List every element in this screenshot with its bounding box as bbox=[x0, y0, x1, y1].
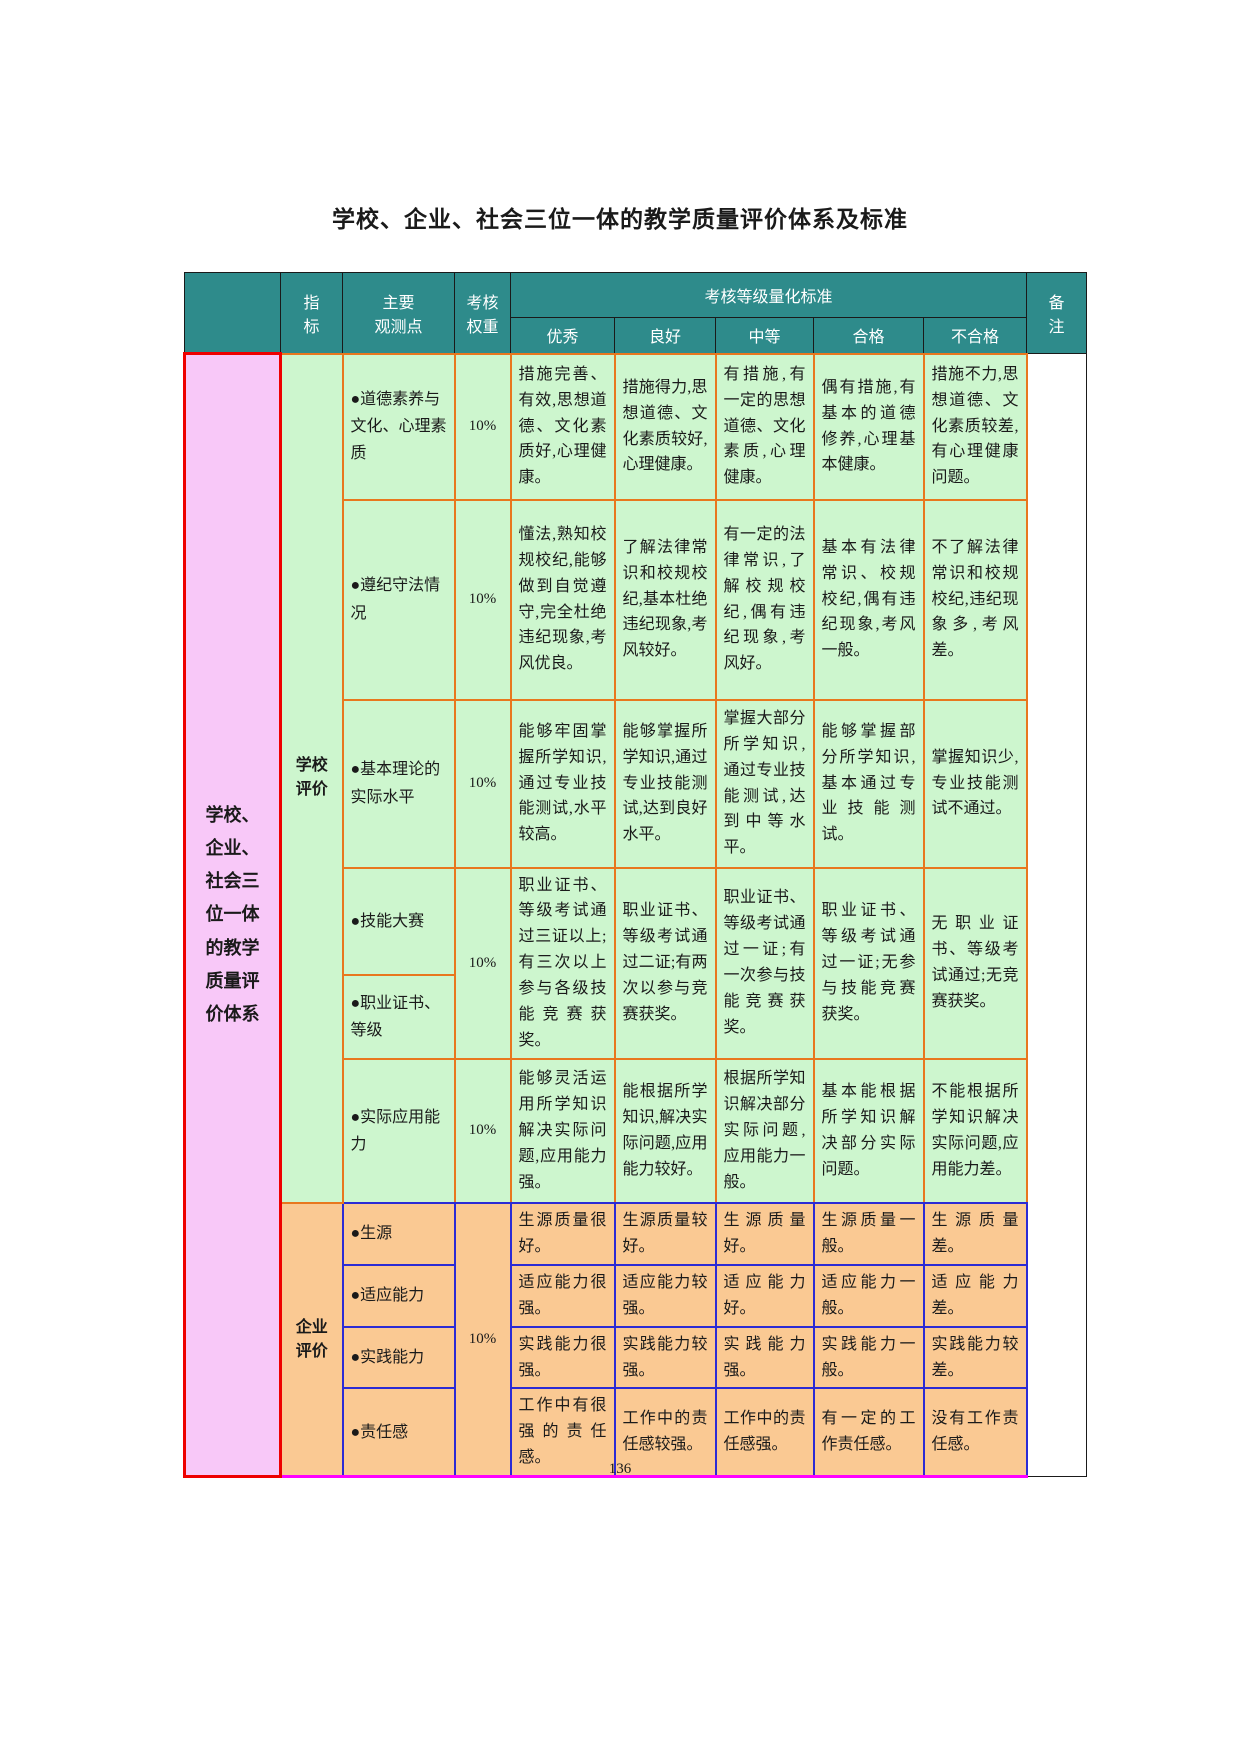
school-row-discipline: ●遵纪守法情况 10% 懂法,熟知校规校纪,能够做到自觉遵守,完全杜绝违纪现象,… bbox=[185, 498, 1087, 701]
desc-pass: 能够掌握部分所学知识,基本通过专业技能测试。 bbox=[812, 698, 925, 869]
weight-cell: 10% bbox=[453, 1201, 512, 1479]
desc-pass: 基本有法律常识、校规校纪,偶有违纪现象,考风一般。 bbox=[812, 498, 925, 701]
desc-fail: 没有工作责任感。 bbox=[922, 1387, 1028, 1479]
enterprise-row-adaptability: ●适应能力 适应能力很强。 适应能力较强。 适应能力好。 适应能力一般。 适应能… bbox=[185, 1263, 1087, 1328]
desc-medium: 职业证书、等级考试通过一证;有一次参与技能竞赛获奖。 bbox=[714, 866, 815, 1060]
evaluation-table: 指 标 主要 观测点 考核 权重 考核等级量化标准 备 注 优秀 良好 中等 合… bbox=[183, 272, 1088, 1479]
system-label-cell: 学校、 企业、 社会三 位一体 的教学 质量评 价体系 bbox=[183, 351, 282, 1479]
obs-cell: ●职业证书、等级 bbox=[341, 973, 456, 1060]
desc-excellent: 措施完善、有效,思想道德、文化素质好,心理健康。 bbox=[509, 352, 616, 501]
desc-good: 适应能力较强。 bbox=[613, 1263, 717, 1328]
desc-medium: 实践能力强。 bbox=[714, 1325, 815, 1390]
school-row-application: ●实际应用能力 10% 能够灵活运用所学知识解决实际问题,应用能力强。 能根据所… bbox=[185, 1057, 1087, 1204]
header-corner-cell bbox=[184, 272, 281, 354]
obs-cell: ●实际应用能力 bbox=[341, 1057, 456, 1204]
obs-cell: ●生源 bbox=[341, 1201, 456, 1266]
school-row-skills-competition: ●技能大赛 10% 职业证书、等级考试通过三证以上;有三次以上参与各级技能竞赛获… bbox=[185, 866, 1087, 1060]
desc-medium: 根据所学知识解决部分实际问题,应用能力一般。 bbox=[714, 1057, 815, 1204]
desc-good: 了解法律常识和校规校纪,基本杜绝违纪现象,考风较好。 bbox=[613, 498, 717, 701]
weight-cell: 10% bbox=[453, 352, 512, 501]
desc-good: 能够掌握所学知识,通过专业技能测试,达到良好水平。 bbox=[613, 698, 717, 869]
grade-header-medium: 中等 bbox=[715, 317, 814, 354]
desc-fail: 生源质量差。 bbox=[922, 1201, 1028, 1266]
school-row-certificates: ●职业证书、等级 bbox=[185, 973, 1087, 1060]
desc-pass: 偶有措施,有基本的道德修养,心理基本健康。 bbox=[812, 352, 925, 501]
desc-pass: 有一定的工作责任感。 bbox=[812, 1387, 925, 1479]
desc-pass: 基本能根据所学知识解决部分实际问题。 bbox=[812, 1057, 925, 1204]
desc-excellent: 生源质量很好。 bbox=[509, 1201, 616, 1266]
desc-pass: 职业证书、等级考试通过一证;无参与技能竞赛获奖。 bbox=[812, 866, 925, 1060]
school-row-moral: 学校、 企业、 社会三 位一体 的教学 质量评 价体系 学校 评价 ●道德素养与… bbox=[183, 351, 1088, 1479]
desc-pass: 生源质量一般。 bbox=[812, 1201, 925, 1266]
desc-excellent: 懂法,熟知校规校纪,能够做到自觉遵守,完全杜绝违纪现象,考风优良。 bbox=[509, 498, 616, 701]
obs-cell: ●技能大赛 bbox=[341, 866, 456, 976]
desc-fail: 措施不力,思想道德、文化素质较差,有心理健康问题。 bbox=[922, 352, 1028, 501]
grade-header-good: 良好 bbox=[614, 317, 716, 354]
desc-good: 能根据所学知识,解决实际问题,应用能力较好。 bbox=[613, 1057, 717, 1204]
header-standards: 考核等级量化标准 bbox=[509, 272, 1028, 318]
grade-header-pass: 合格 bbox=[813, 317, 924, 354]
obs-cell: ●基本理论的实际水平 bbox=[341, 698, 456, 869]
enterprise-section-label: 企业 评价 bbox=[279, 1201, 344, 1479]
school-row-theory: ●基本理论的实际水平 10% 能够牢固掌握所学知识,通过专业技能测试,水平较高。… bbox=[185, 698, 1087, 869]
desc-good: 生源质量较好。 bbox=[613, 1201, 717, 1266]
desc-medium: 掌握大部分所学知识,通过专业技能测试,达到中等水平。 bbox=[714, 698, 815, 869]
header-weight: 考核 权重 bbox=[454, 272, 511, 354]
desc-fail: 适应能力差。 bbox=[922, 1263, 1028, 1328]
desc-medium: 适应能力好。 bbox=[714, 1263, 815, 1328]
desc-good: 措施得力,思想道德、文化素质较好,心理健康。 bbox=[613, 352, 717, 501]
desc-good: 工作中的责任感较强。 bbox=[613, 1387, 717, 1479]
desc-fail: 不能根据所学知识解决实际问题,应用能力差。 bbox=[922, 1057, 1028, 1204]
desc-medium: 有措施,有一定的思想道德、文化素质,心理健康。 bbox=[714, 352, 815, 501]
obs-cell: ●责任感 bbox=[341, 1387, 456, 1479]
desc-fail: 实践能力较差。 bbox=[922, 1325, 1028, 1390]
remark-cell bbox=[1026, 352, 1088, 1478]
desc-fail: 不了解法律常识和校规校纪,违纪现象多,考风差。 bbox=[922, 498, 1028, 701]
obs-cell: ●道德素养与文化、心理素质 bbox=[341, 352, 456, 501]
obs-cell: ●遵纪守法情况 bbox=[341, 498, 456, 701]
header-indicator: 指 标 bbox=[280, 272, 343, 354]
desc-fail: 无职业证书、等级考试通过;无竞赛获奖。 bbox=[922, 866, 1028, 1060]
obs-cell: ●实践能力 bbox=[341, 1325, 456, 1390]
desc-excellent: 适应能力很强。 bbox=[509, 1263, 616, 1328]
desc-excellent: 工作中有很强的责任感。 bbox=[509, 1387, 616, 1479]
desc-good: 实践能力较强。 bbox=[613, 1325, 717, 1390]
header-remark: 备 注 bbox=[1026, 272, 1088, 354]
enterprise-row-responsibility: ●责任感 工作中有很强的责任感。 工作中的责任感较强。 工作中的责任感强。 有一… bbox=[185, 1387, 1087, 1479]
desc-pass: 实践能力一般。 bbox=[812, 1325, 925, 1390]
header-row-1: 指 标 主要 观测点 考核 权重 考核等级量化标准 备 注 bbox=[184, 272, 1088, 354]
desc-medium: 有一定的法律常识,了解校规校纪,偶有违纪现象,考风好。 bbox=[714, 498, 815, 701]
grade-header-fail: 不合格 bbox=[922, 317, 1028, 354]
desc-medium: 工作中的责任感强。 bbox=[714, 1387, 815, 1479]
desc-fail: 掌握知识少,专业技能测试不通过。 bbox=[922, 698, 1028, 869]
desc-good: 职业证书、等级考试通过二证;有两次以参与竞赛获奖。 bbox=[613, 866, 717, 1060]
grade-header-excellent: 优秀 bbox=[510, 317, 615, 354]
page-number: 136 bbox=[608, 1461, 632, 1477]
enterprise-row-practice: ●实践能力 实践能力很强。 实践能力较强。 实践能力强。 实践能力一般。 实践能… bbox=[185, 1325, 1087, 1390]
weight-cell: 10% bbox=[453, 1057, 512, 1204]
header-row-2: 优秀 良好 中等 合格 不合格 bbox=[185, 317, 1087, 354]
desc-excellent: 能够牢固掌握所学知识,通过专业技能测试,水平较高。 bbox=[509, 698, 616, 869]
weight-cell: 10% bbox=[453, 698, 512, 869]
enterprise-row-students: 企业 评价 ●生源 10% 生源质量很好。 生源质量较好。 生源质量好。 生源质… bbox=[185, 1201, 1087, 1479]
page-title: 学校、企业、社会三位一体的教学质量评价体系及标准 bbox=[332, 207, 908, 232]
obs-cell: ●适应能力 bbox=[341, 1263, 456, 1328]
desc-excellent: 实践能力很强。 bbox=[509, 1325, 616, 1390]
desc-excellent: 能够灵活运用所学知识解决实际问题,应用能力强。 bbox=[509, 1057, 616, 1204]
desc-excellent: 职业证书、等级考试通过三证以上;有三次以上参与各级技能竞赛获奖。 bbox=[509, 866, 616, 1060]
weight-cell: 10% bbox=[453, 498, 512, 701]
weight-cell: 10% bbox=[453, 866, 512, 1060]
school-section-label: 学校 评价 bbox=[279, 352, 344, 1204]
header-observation: 主要 观测点 bbox=[342, 272, 455, 354]
desc-pass: 适应能力一般。 bbox=[812, 1263, 925, 1328]
desc-medium: 生源质量好。 bbox=[714, 1201, 815, 1266]
